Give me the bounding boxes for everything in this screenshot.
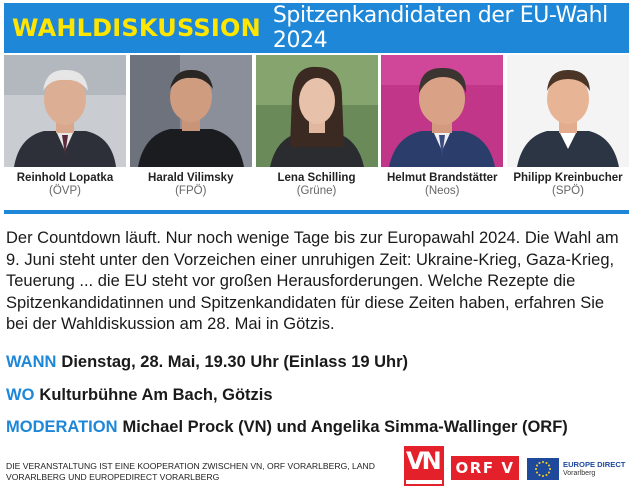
candidate-name: Lena Schilling	[277, 172, 356, 184]
event-moderation: MODERATION Michael Prock (VN) und Angelik…	[6, 418, 568, 437]
candidate-name: Helmut Brandstätter	[386, 172, 498, 184]
candidate-card: Philipp Kreinbucher (SPÖ)	[507, 55, 629, 205]
candidate-photo-brandstaetter	[381, 55, 504, 167]
europe-direct-title: EUROPE DIRECT	[563, 460, 626, 469]
when-value: Dienstag, 28. Mai, 19.30 Uhr (Einlass 19…	[61, 353, 409, 371]
header-headline: Spitzenkandidaten der EU-Wahl 2024	[272, 3, 608, 53]
europe-direct-sub: Vorarlberg	[563, 470, 596, 477]
intro-text: Der Countdown läuft. Nur noch wenige Tag…	[6, 229, 619, 334]
header-kicker: WAHLDISKUSSION	[12, 14, 261, 42]
event-when: WANN Dienstag, 28. Mai, 19.30 Uhr (Einlas…	[6, 353, 408, 372]
orf-logo-text: ORF V	[455, 459, 515, 477]
moderation-value: Michael Prock (VN) und Angelika Simma-Wa…	[122, 418, 568, 436]
candidate-card: Lena Schilling (Grüne)	[255, 55, 378, 205]
candidate-party: (Grüne)	[296, 185, 337, 197]
event-where: WO Kulturbühne Am Bach, Götzis	[6, 386, 273, 405]
candidate-name: Reinhold Lopatka	[16, 172, 114, 184]
candidate-card: Reinhold Lopatka (ÖVP)	[4, 55, 126, 205]
candidate-party: (ÖVP)	[49, 185, 81, 197]
eu-flag-icon	[527, 458, 559, 480]
header-banner: WAHLDISKUSSION Spitzenkandidaten der EU-…	[4, 3, 629, 53]
candidate-photo-lopatka	[4, 55, 126, 167]
candidate-party: (SPÖ)	[552, 185, 584, 197]
where-label: WO	[6, 386, 35, 404]
candidate-row: Reinhold Lopatka (ÖVP) Harald Vilimsky (…	[4, 55, 629, 205]
candidate-party: (Neos)	[424, 185, 460, 197]
candidate-photo-vilimsky	[129, 55, 252, 167]
moderation-label: MODERATION	[6, 418, 118, 436]
vn-logo: VN	[404, 446, 444, 486]
cooperation-note: Die Veranstaltung ist eine Kooperation z…	[6, 461, 375, 482]
orf-logo: ORF V	[451, 456, 519, 480]
candidate-name: Philipp Kreinbucher	[513, 172, 623, 184]
where-value: Kulturbühne Am Bach, Götzis	[39, 386, 273, 404]
candidate-party: (FPÖ)	[175, 185, 207, 197]
candidate-photo-schilling	[255, 55, 378, 167]
when-label: WANN	[6, 353, 57, 371]
candidate-card: Helmut Brandstätter (Neos)	[381, 55, 504, 205]
europe-direct-logo: EUROPE DIRECT Vorarlberg	[563, 460, 631, 478]
candidate-photo-kreinbucher	[507, 55, 629, 167]
divider	[4, 210, 629, 214]
candidate-card: Harald Vilimsky (FPÖ)	[129, 55, 252, 205]
candidate-name: Harald Vilimsky	[148, 172, 234, 184]
